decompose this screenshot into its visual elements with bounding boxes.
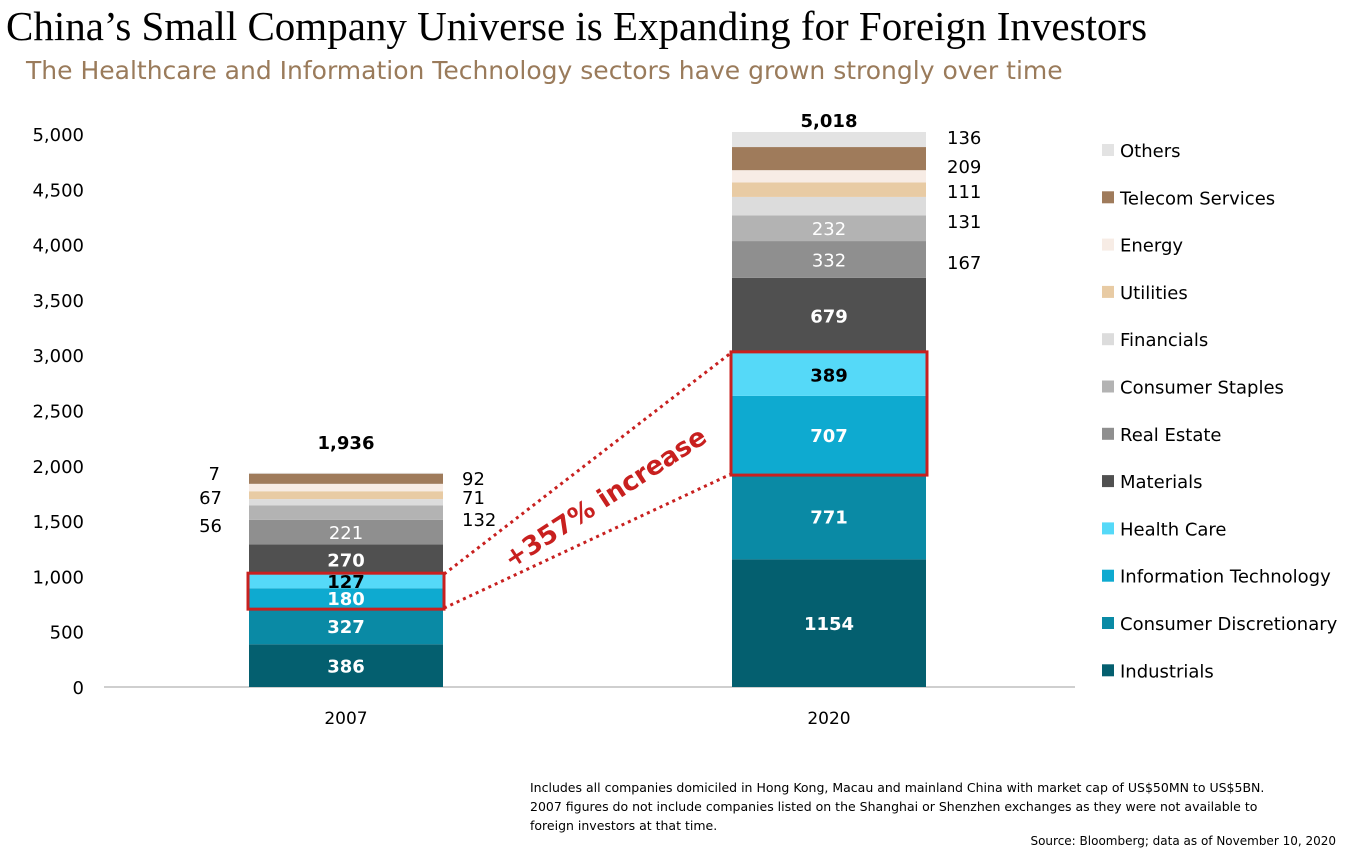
bar-segment — [249, 644, 443, 687]
data-label: 327 — [327, 617, 365, 638]
highlight-box — [246, 571, 446, 611]
total-label: 5,018 — [801, 111, 858, 132]
bar-segment — [732, 215, 926, 242]
legend-swatch — [1102, 333, 1114, 346]
legend-label: Consumer Discretionary — [1120, 614, 1338, 635]
chart-subtitle: The Healthcare and Information Technolog… — [26, 56, 1063, 85]
y-tick-label: 4,500 — [32, 180, 84, 201]
legend-swatch — [1102, 144, 1114, 156]
footnote: Includes all companies domiciled in Hong… — [530, 778, 1340, 835]
legend-label: Materials — [1120, 472, 1203, 493]
bar-segment — [732, 474, 926, 560]
bar-segment — [249, 483, 443, 492]
bar-segment — [732, 241, 926, 278]
bar-segment — [249, 544, 443, 575]
data-label: 389 — [810, 365, 848, 386]
footnote-line: Includes all companies domiciled in Hong… — [530, 780, 1265, 795]
data-label: 221 — [329, 523, 363, 544]
y-tick-label: 1,500 — [32, 512, 84, 533]
data-label: 679 — [810, 306, 848, 327]
data-label: 707 — [810, 426, 848, 447]
bar-segment — [732, 395, 926, 475]
bar-segment — [732, 559, 926, 687]
legend-label: Industrials — [1120, 661, 1214, 682]
data-label: 132 — [462, 510, 496, 531]
legend-swatch — [1102, 191, 1114, 204]
data-label: 386 — [327, 657, 365, 678]
y-tick-label: 3,500 — [32, 291, 84, 312]
legend-label: Information Technology — [1120, 567, 1331, 588]
footnote-line: foreign investors at that time. — [530, 818, 718, 833]
bar-segment — [249, 505, 443, 520]
y-tick-label: 4,000 — [32, 236, 84, 257]
y-tick-label: 3,000 — [32, 346, 84, 367]
highlight-box — [729, 350, 929, 477]
bar-segment — [249, 588, 443, 609]
data-label: 92 — [462, 469, 485, 490]
legend-swatch — [1102, 617, 1114, 629]
data-label: 131 — [947, 212, 981, 233]
bar-segment — [249, 608, 443, 645]
legend-label: Others — [1120, 141, 1181, 162]
x-tick-label: 2020 — [807, 709, 850, 729]
legend-swatch — [1102, 380, 1114, 393]
bar-segment — [732, 277, 926, 353]
bar-segment — [732, 196, 926, 216]
data-label: 127 — [327, 572, 365, 593]
bar-segment — [732, 170, 926, 183]
y-tick-label: 500 — [50, 623, 84, 644]
chart-title: China’s Small Company Universe is Expand… — [6, 3, 1148, 49]
legend-label: Energy — [1120, 236, 1183, 257]
bar-segment — [249, 491, 443, 500]
x-tick-label: 2007 — [324, 709, 367, 729]
total-label: 1,936 — [318, 433, 375, 454]
bar-segment — [732, 182, 926, 197]
legend-label: Real Estate — [1120, 425, 1222, 446]
bar-segment — [732, 352, 926, 396]
data-label: 270 — [327, 550, 365, 571]
data-label: 771 — [810, 508, 848, 529]
data-label: 136 — [947, 128, 981, 149]
legend-swatch — [1102, 427, 1114, 440]
data-label: 167 — [947, 253, 981, 274]
legend-swatch — [1102, 285, 1114, 298]
data-label: 67 — [199, 488, 222, 509]
data-label: 232 — [812, 219, 846, 240]
legend-label: Consumer Staples — [1120, 378, 1284, 399]
data-label: 209 — [947, 157, 981, 178]
data-label: 332 — [812, 250, 846, 271]
bar-segment — [249, 519, 443, 545]
legend-label: Health Care — [1120, 519, 1227, 540]
legend-swatch — [1102, 238, 1114, 251]
legend-label: Utilities — [1120, 283, 1188, 304]
bar-segment — [732, 132, 926, 148]
footnote-line: 2007 figures do not include companies li… — [530, 799, 1258, 814]
data-label: 111 — [947, 182, 981, 203]
connector-line — [443, 351, 732, 576]
bar-segment — [249, 473, 443, 484]
y-tick-label: 5,000 — [32, 125, 84, 146]
data-label: 56 — [199, 516, 222, 537]
bar-segment — [249, 472, 443, 474]
source-note: Source: Bloomberg; data as of November 1… — [1030, 834, 1336, 848]
legend-label: Financials — [1120, 330, 1208, 351]
bar-segment — [249, 574, 443, 589]
legend-swatch — [1102, 475, 1114, 488]
legend-swatch — [1102, 522, 1114, 535]
data-label: 71 — [462, 488, 485, 509]
y-tick-label: 2,500 — [32, 402, 84, 423]
legend-swatch — [1102, 664, 1114, 677]
data-label: 1154 — [804, 614, 854, 635]
legend-label: Telecom Services — [1119, 188, 1275, 209]
y-tick-label: 0 — [73, 678, 84, 699]
y-tick-label: 2,000 — [32, 457, 84, 478]
bar-segment — [249, 499, 443, 506]
legend-swatch — [1102, 569, 1114, 582]
data-label: 7 — [209, 464, 220, 485]
y-tick-label: 1,000 — [32, 567, 84, 588]
data-label: 180 — [327, 589, 365, 610]
bar-segment — [732, 147, 926, 171]
